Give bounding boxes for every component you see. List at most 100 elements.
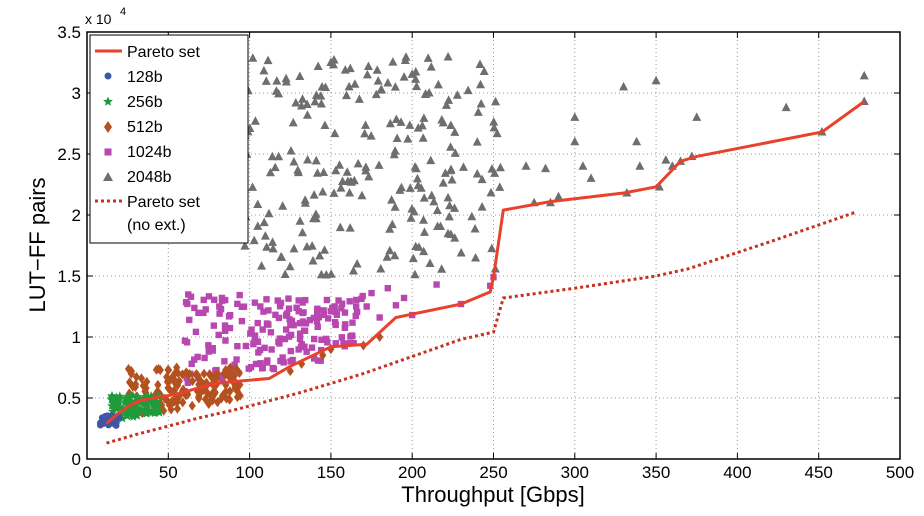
marker-2048b [262, 242, 272, 251]
marker-1024b [287, 358, 294, 365]
marker-2048b [303, 154, 313, 164]
marker-1024b [202, 306, 209, 313]
marker-2048b [360, 128, 370, 138]
marker-1024b [200, 309, 207, 317]
marker-1024b [248, 326, 255, 333]
marker-1024b [265, 307, 272, 314]
marker-2048b [410, 269, 420, 279]
marker-2048b [859, 70, 869, 80]
marker-1024b [353, 296, 360, 304]
marker-1024b [251, 332, 259, 339]
marker-2048b [446, 142, 456, 151]
marker-2048b [407, 69, 417, 78]
marker-2048b [692, 112, 702, 121]
y-tick-label: 1.5 [57, 267, 81, 286]
x-tick-label: 200 [398, 463, 426, 482]
marker-1024b [302, 296, 309, 304]
marker-2048b [423, 53, 433, 62]
marker-2048b [438, 178, 448, 187]
marker-2048b [272, 76, 282, 85]
marker-2048b [302, 110, 312, 119]
marker-1024b [346, 298, 353, 305]
marker-1024b [279, 354, 286, 361]
marker-2048b [541, 163, 551, 173]
marker-2048b [446, 164, 456, 174]
marker-2048b [311, 90, 321, 99]
marker-2048b [554, 191, 564, 201]
marker-512b [188, 400, 196, 411]
marker-2048b [405, 183, 415, 192]
x-tick-label: 300 [561, 463, 589, 482]
marker-1024b [276, 335, 284, 342]
marker-2048b [309, 190, 319, 199]
marker-2048b [570, 136, 580, 146]
marker-1024b [285, 305, 293, 312]
marker-256b [149, 408, 160, 418]
marker-1024b [182, 298, 190, 306]
legend-256b-marker [103, 96, 113, 106]
marker-2048b [419, 193, 429, 202]
marker-1024b [301, 343, 308, 350]
marker-1024b [221, 358, 228, 365]
marker-2048b [419, 246, 429, 256]
marker-1024b [188, 360, 195, 367]
marker-1024b [221, 327, 229, 334]
marker-512b [222, 386, 230, 397]
marker-256b [119, 406, 130, 416]
marker-2048b [289, 243, 299, 253]
legend-512b-marker [104, 121, 112, 133]
marker-256b [107, 400, 117, 411]
marker-2048b [342, 167, 352, 176]
marker-2048b [388, 57, 398, 66]
marker-2048b [253, 221, 263, 230]
marker-2048b [426, 62, 436, 71]
marker-1024b [222, 337, 229, 344]
marker-256b [132, 391, 143, 401]
marker-1024b [251, 299, 259, 306]
x-tick-label: 100 [235, 463, 263, 482]
marker-2048b [491, 96, 501, 106]
marker-512b [192, 369, 200, 380]
marker-1024b [359, 292, 366, 300]
marker-2048b [345, 63, 355, 73]
marker-256b [142, 401, 152, 411]
marker-1024b [192, 328, 200, 336]
marker-1024b [242, 342, 250, 350]
marker-256b [123, 393, 134, 403]
marker-2048b [248, 182, 258, 191]
marker-1024b [210, 322, 218, 329]
marker-2048b [390, 202, 400, 211]
marker-512b [178, 369, 187, 380]
legend: Pareto set 128b 256b 512b 1024b 2048b Pa… [89, 34, 249, 244]
marker-2048b [413, 123, 423, 132]
marker-2048b [412, 173, 422, 183]
x-tick-label: 50 [159, 463, 178, 482]
marker-2048b [396, 117, 406, 126]
marker-1024b [349, 319, 356, 326]
pareto-noext-line [106, 211, 855, 445]
marker-2048b [410, 162, 420, 171]
marker-256b [128, 411, 139, 421]
marker-2048b [267, 151, 277, 161]
marker-512b [173, 403, 182, 414]
marker-1024b [200, 296, 207, 304]
marker-2048b [436, 221, 446, 230]
marker-2048b [291, 98, 301, 107]
marker-1024b [260, 308, 267, 315]
marker-1024b [247, 363, 255, 371]
marker-2048b [443, 51, 453, 61]
marker-1024b [293, 304, 300, 311]
marker-1024b [368, 289, 375, 297]
marker-1024b [257, 303, 264, 310]
marker-2048b [348, 265, 358, 275]
marker-2048b [450, 148, 460, 157]
marker-1024b [191, 304, 198, 312]
marker-512b [154, 363, 163, 374]
axis-ticks: 0 50 100 150 200 250 300 350 400 450 500 0 0.5 1 1.5 2 2… [57, 23, 914, 482]
marker-1024b [285, 295, 292, 302]
marker-2048b [347, 177, 357, 186]
marker-1024b [333, 311, 341, 319]
marker-1024b [234, 300, 241, 308]
marker-2048b [385, 224, 395, 233]
marker-2048b [405, 120, 415, 129]
